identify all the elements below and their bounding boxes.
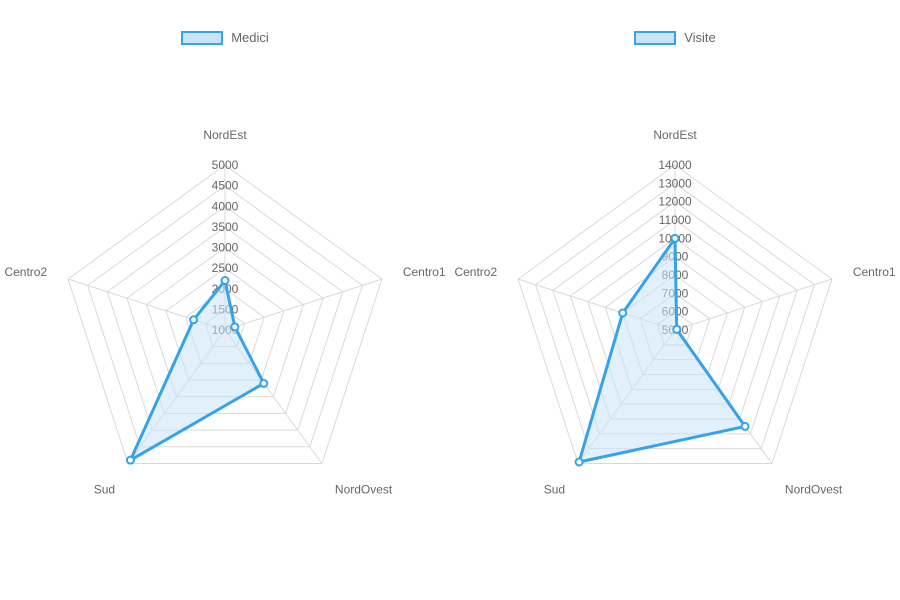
axis-label: Sud — [544, 482, 565, 496]
charts-container: Medici 100015002000250030003500400045005… — [0, 0, 900, 600]
radar-svg-visite: 5000600070008000900010000110001200013000… — [450, 0, 900, 600]
radar-svg-medici: 100015002000250030003500400045005000Nord… — [0, 0, 450, 600]
radar-panel-visite: Visite 500060007000800090001000011000120… — [450, 0, 900, 600]
axis-label: NordOvest — [785, 482, 843, 496]
tick-label: 12000 — [658, 195, 692, 209]
data-point — [231, 323, 238, 330]
axis-label: Centro2 — [4, 265, 47, 279]
tick-label: 14000 — [658, 158, 692, 172]
legend-visite: Visite — [450, 30, 900, 45]
axis-label: NordOvest — [335, 482, 393, 496]
tick-label: 11000 — [659, 213, 692, 227]
tick-label: 3500 — [212, 220, 239, 234]
radar-panel-medici: Medici 100015002000250030003500400045005… — [0, 0, 450, 600]
legend-label-visite: Visite — [684, 30, 716, 45]
axis-label: NordEst — [653, 128, 697, 142]
axis-label: NordEst — [203, 128, 247, 142]
data-point — [190, 316, 197, 323]
data-point — [260, 380, 267, 387]
axis-label: Centro2 — [454, 265, 497, 279]
tick-label: 13000 — [658, 176, 692, 190]
data-point — [673, 326, 680, 333]
tick-label: 3000 — [212, 241, 239, 255]
tick-label: 5000 — [212, 158, 239, 172]
tick-label: 4000 — [212, 199, 239, 213]
data-point — [619, 310, 626, 317]
data-point — [742, 423, 749, 430]
data-point — [127, 457, 134, 464]
data-point — [222, 277, 229, 284]
data-point — [672, 235, 679, 242]
axis-label: Sud — [94, 482, 115, 496]
legend-swatch-visite — [634, 31, 676, 45]
legend-swatch-medici — [181, 31, 223, 45]
tick-label: 2500 — [212, 261, 239, 275]
axis-label: Centro1 — [403, 265, 446, 279]
data-point — [576, 459, 583, 466]
axis-label: Centro1 — [853, 265, 896, 279]
tick-label: 4500 — [212, 179, 239, 193]
legend-medici: Medici — [0, 30, 450, 45]
legend-label-medici: Medici — [231, 30, 269, 45]
